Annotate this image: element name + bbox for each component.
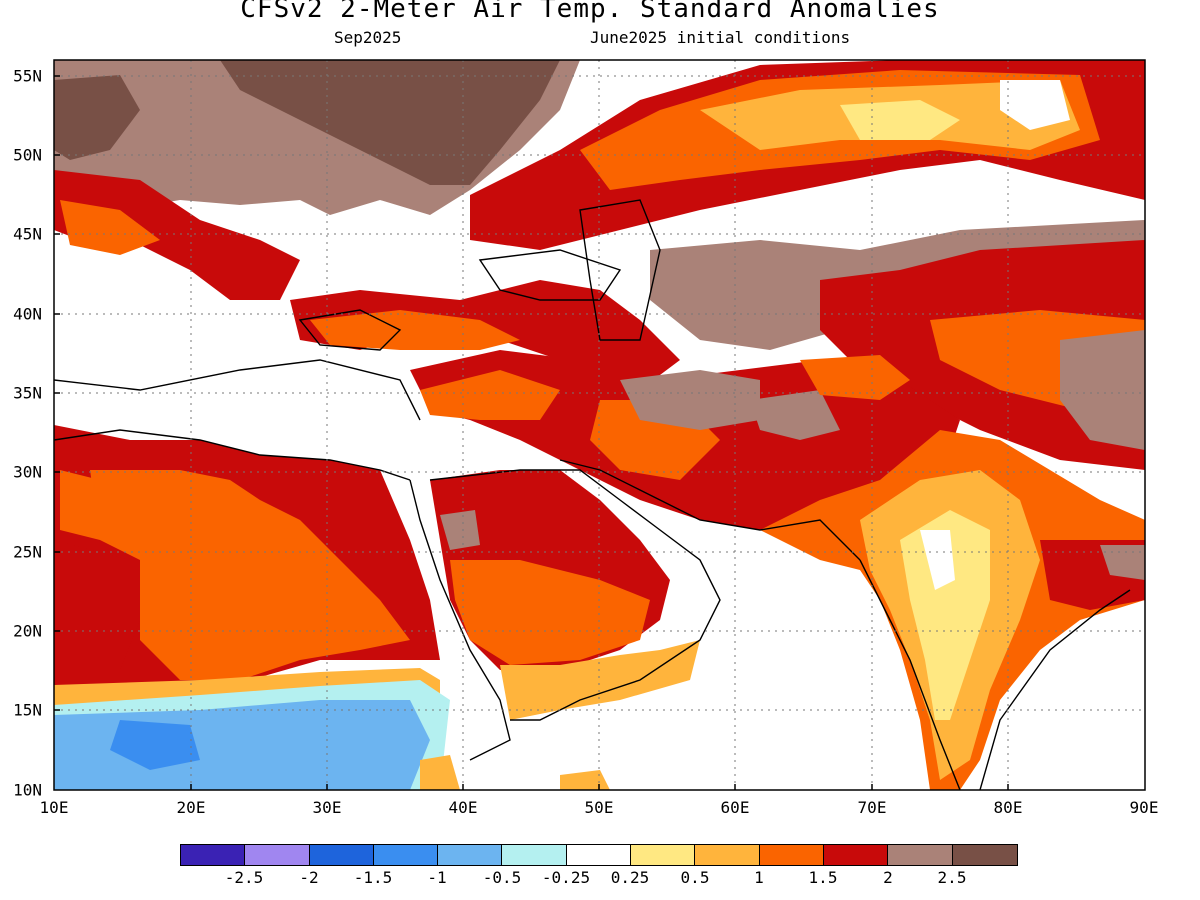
lat-label: 50N [13,145,42,165]
anomaly-region [900,510,990,720]
colorbar-label: 0.5 [680,868,710,887]
anomaly-region [310,310,520,350]
anomaly-region [420,370,560,420]
coastline [409,479,511,761]
axis-ticks [54,75,1009,790]
anomaly-fill-layer [54,60,1145,790]
colorbar-swatch [245,845,310,865]
colorbar-label: 1.5 [808,868,838,887]
coastline [298,309,402,351]
colorbar-swatch [438,845,503,865]
anomaly-region [90,470,410,680]
anomaly-region [54,540,140,670]
lat-label: 15N [13,700,42,720]
anomaly-region [560,770,610,790]
anomaly-region [500,640,700,720]
colorbar-label: 2.5 [937,868,967,887]
anomaly-region [1000,80,1070,130]
lat-label: 20N [13,621,42,641]
colorbar-label: 0.25 [610,868,650,887]
coastline [429,469,721,721]
lat-label: 25N [13,542,42,562]
lat-label: 10N [13,780,42,800]
coastline [478,249,622,301]
lat-label: 35N [13,383,42,403]
anomaly-region [1100,545,1145,580]
anomaly-region [60,470,100,540]
lon-label: 70E [857,798,887,817]
anomaly-region [54,170,300,300]
colorbar-swatch [759,845,824,865]
anomaly-region [420,755,460,790]
lat-label: 45N [13,224,42,244]
colorbar-swatch [566,845,632,865]
chart-title: CFSv2 2-Meter Air Temp. Standard Anomali… [240,0,940,24]
lon-label: 10E [39,798,69,817]
map-plot-area [54,60,1145,790]
anomaly-region [60,200,160,255]
lat-label: 30N [13,462,42,482]
colorbar-label: -1.5 [353,868,393,887]
lon-label: 60E [720,798,750,817]
colorbar [180,844,1018,866]
colorbar-swatch [952,845,1017,865]
anomaly-region [840,100,960,140]
anomaly-region [920,530,955,590]
anomaly-region [54,700,430,790]
lon-label: 20E [176,798,206,817]
colorbar-label: -1 [427,868,447,887]
lat-label: 55N [13,66,42,86]
colorbar-swatch [695,845,760,865]
colorbar-label: 2 [883,868,893,887]
colorbar-label: -2.5 [224,868,264,887]
coastline [559,459,861,561]
colorbar-label: -0.5 [482,868,522,887]
lon-label: 50E [584,798,614,817]
coastline [579,199,661,341]
anomaly-region [450,560,650,665]
lon-label: 40E [448,798,478,817]
coastlines [54,199,1131,790]
colorbar-swatch [888,845,953,865]
colorbar-swatch [309,845,374,865]
colorbar-label: 1 [754,868,764,887]
coastline [979,589,1131,790]
coastline [54,429,411,481]
initial-conditions-label: June2025 initial conditions [590,28,851,47]
lon-label: 30E [312,798,342,817]
lon-label: 80E [993,798,1023,817]
anomaly-region [800,355,910,400]
colorbar-swatch [373,845,439,865]
anomaly-region [750,390,840,440]
graticule [54,60,1145,790]
valid-month-label: Sep2025 [334,28,402,47]
lon-label: 90E [1129,798,1159,817]
colorbar-swatch [502,845,567,865]
anomaly-region [440,510,480,550]
coastline [54,359,421,421]
colorbar-swatch [823,845,889,865]
anomaly-region [620,370,760,430]
coastline [859,559,961,790]
colorbar-swatch [631,845,696,865]
colorbar-swatch [181,845,246,865]
colorbar-label: -2 [299,868,319,887]
colorbar-label: -0.25 [541,868,591,887]
anomaly-region [1060,330,1145,450]
anomaly-region [54,75,140,160]
anomaly-region [110,720,200,770]
lat-label: 40N [13,304,42,324]
anomaly-region [220,60,560,185]
